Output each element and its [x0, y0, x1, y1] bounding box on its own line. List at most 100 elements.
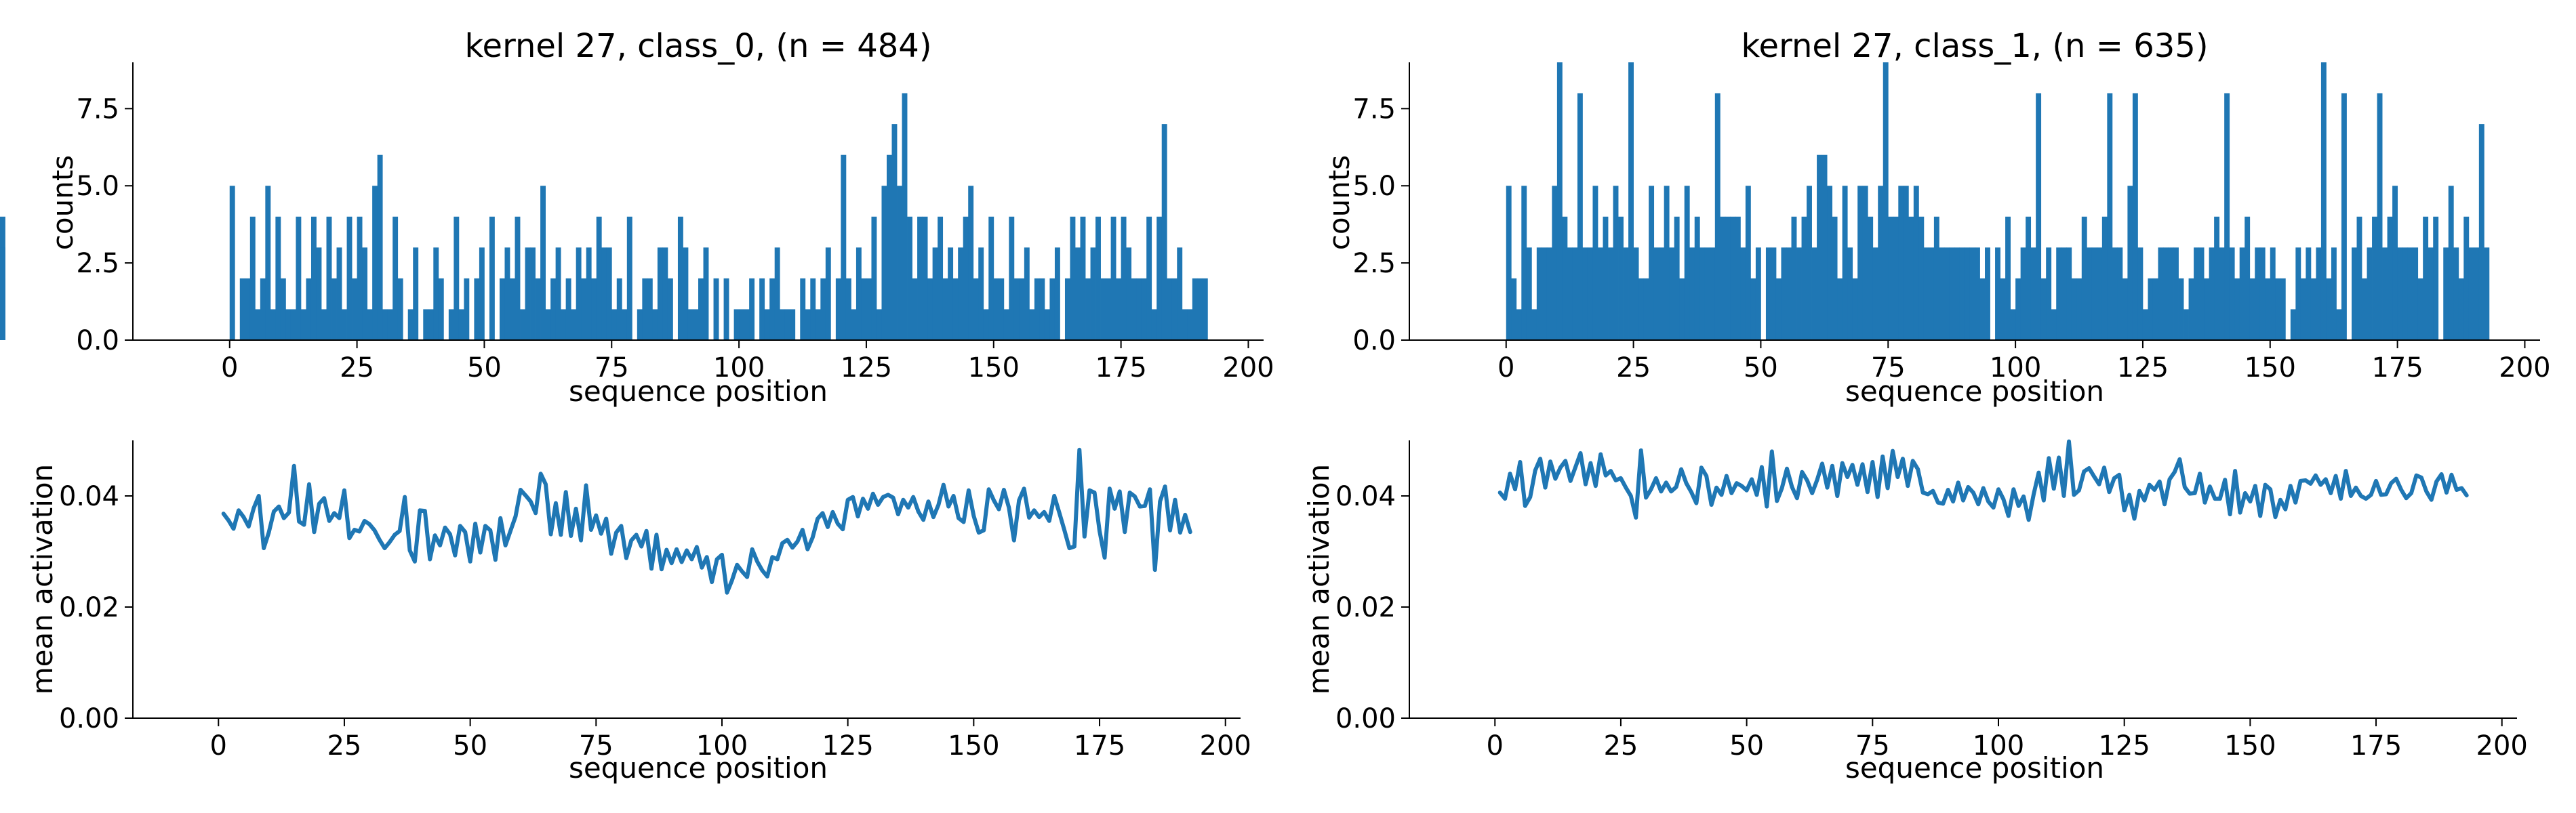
bar — [489, 216, 495, 340]
bar — [1623, 247, 1629, 340]
bar — [1095, 216, 1101, 340]
line-group — [1497, 439, 2469, 522]
bar — [749, 278, 755, 340]
bar — [1054, 247, 1060, 340]
bar — [861, 278, 867, 340]
bar — [393, 216, 399, 340]
bar — [438, 278, 444, 340]
bar — [310, 216, 317, 340]
bar — [423, 309, 429, 340]
bar — [733, 309, 740, 340]
x-tick-label: 0 — [1487, 730, 1504, 762]
bar — [1106, 278, 1111, 340]
bar — [2142, 309, 2148, 340]
bar — [1745, 186, 1751, 340]
bar — [561, 309, 567, 340]
x-tick-label: 25 — [1616, 352, 1651, 383]
bar — [1649, 186, 1655, 340]
bar — [1878, 186, 1884, 340]
x-tick-label: 100 — [713, 352, 765, 383]
bar — [948, 247, 954, 340]
bar — [1710, 247, 1716, 340]
bar — [881, 186, 887, 340]
bar — [907, 216, 912, 340]
bar — [300, 309, 306, 340]
x-tick-label: 175 — [2350, 730, 2402, 762]
bar — [1572, 247, 1578, 340]
bars-group — [0, 62, 2490, 341]
bar — [1725, 216, 1731, 340]
bar — [331, 278, 337, 340]
bar — [1755, 247, 1761, 340]
bar — [372, 186, 378, 340]
y-tick-label: 5.0 — [76, 171, 119, 202]
chart-title: kernel 27, class_0, (n = 484) — [464, 27, 931, 65]
bar — [897, 186, 902, 340]
bar — [2423, 216, 2429, 340]
bar — [1832, 216, 1838, 340]
bar — [2020, 247, 2026, 340]
bar — [2468, 247, 2474, 340]
bar — [499, 278, 505, 340]
bar — [540, 186, 546, 340]
bar — [2036, 93, 2042, 341]
bar — [1939, 247, 1945, 340]
bar — [713, 278, 719, 340]
bar — [2198, 247, 2205, 340]
x-tick-label: 100 — [1973, 730, 2024, 762]
bar — [1075, 247, 1081, 340]
bar — [1903, 186, 1909, 340]
x-tick-label: 150 — [2245, 352, 2296, 383]
bar — [1126, 247, 1132, 340]
y-tick-label: 0.02 — [1335, 592, 1396, 623]
bar — [510, 278, 515, 340]
bar — [958, 247, 964, 340]
bar — [1975, 247, 1980, 340]
bar — [917, 216, 923, 340]
bar — [2122, 278, 2128, 340]
y-axis-label: mean activation — [1302, 464, 1335, 694]
bar — [693, 309, 699, 340]
bar — [891, 124, 898, 340]
bar — [1674, 216, 1680, 340]
bar — [454, 216, 460, 340]
bar — [1933, 216, 1939, 340]
bar — [841, 154, 847, 340]
bar — [932, 247, 938, 340]
bar — [739, 309, 745, 340]
bar — [515, 216, 521, 340]
bar — [2224, 93, 2230, 341]
bar — [2372, 216, 2377, 340]
bar — [1807, 186, 1812, 340]
bar — [1888, 216, 1894, 340]
bar — [2015, 278, 2021, 340]
bar — [2097, 247, 2103, 340]
bar — [851, 309, 857, 340]
bar — [2183, 309, 2189, 340]
bar — [1822, 154, 1828, 340]
bar — [1167, 278, 1173, 340]
bar — [835, 278, 841, 340]
bar — [1765, 247, 1771, 340]
bar — [1516, 309, 1522, 340]
bar — [1949, 247, 1955, 340]
bar — [1009, 216, 1015, 340]
bar — [2194, 247, 2199, 340]
bar — [1618, 216, 1624, 340]
bar — [805, 309, 811, 340]
bar — [1735, 216, 1741, 340]
bar — [1526, 247, 1532, 340]
bar — [1085, 278, 1091, 340]
bar — [1587, 247, 1593, 340]
bar — [2367, 247, 2373, 340]
bar — [1781, 247, 1787, 340]
bar — [2245, 216, 2251, 340]
bar — [876, 309, 882, 340]
bar — [780, 309, 786, 340]
bar — [657, 247, 663, 340]
bar — [2101, 216, 2108, 340]
bar — [464, 278, 470, 340]
bar — [1995, 247, 2000, 340]
